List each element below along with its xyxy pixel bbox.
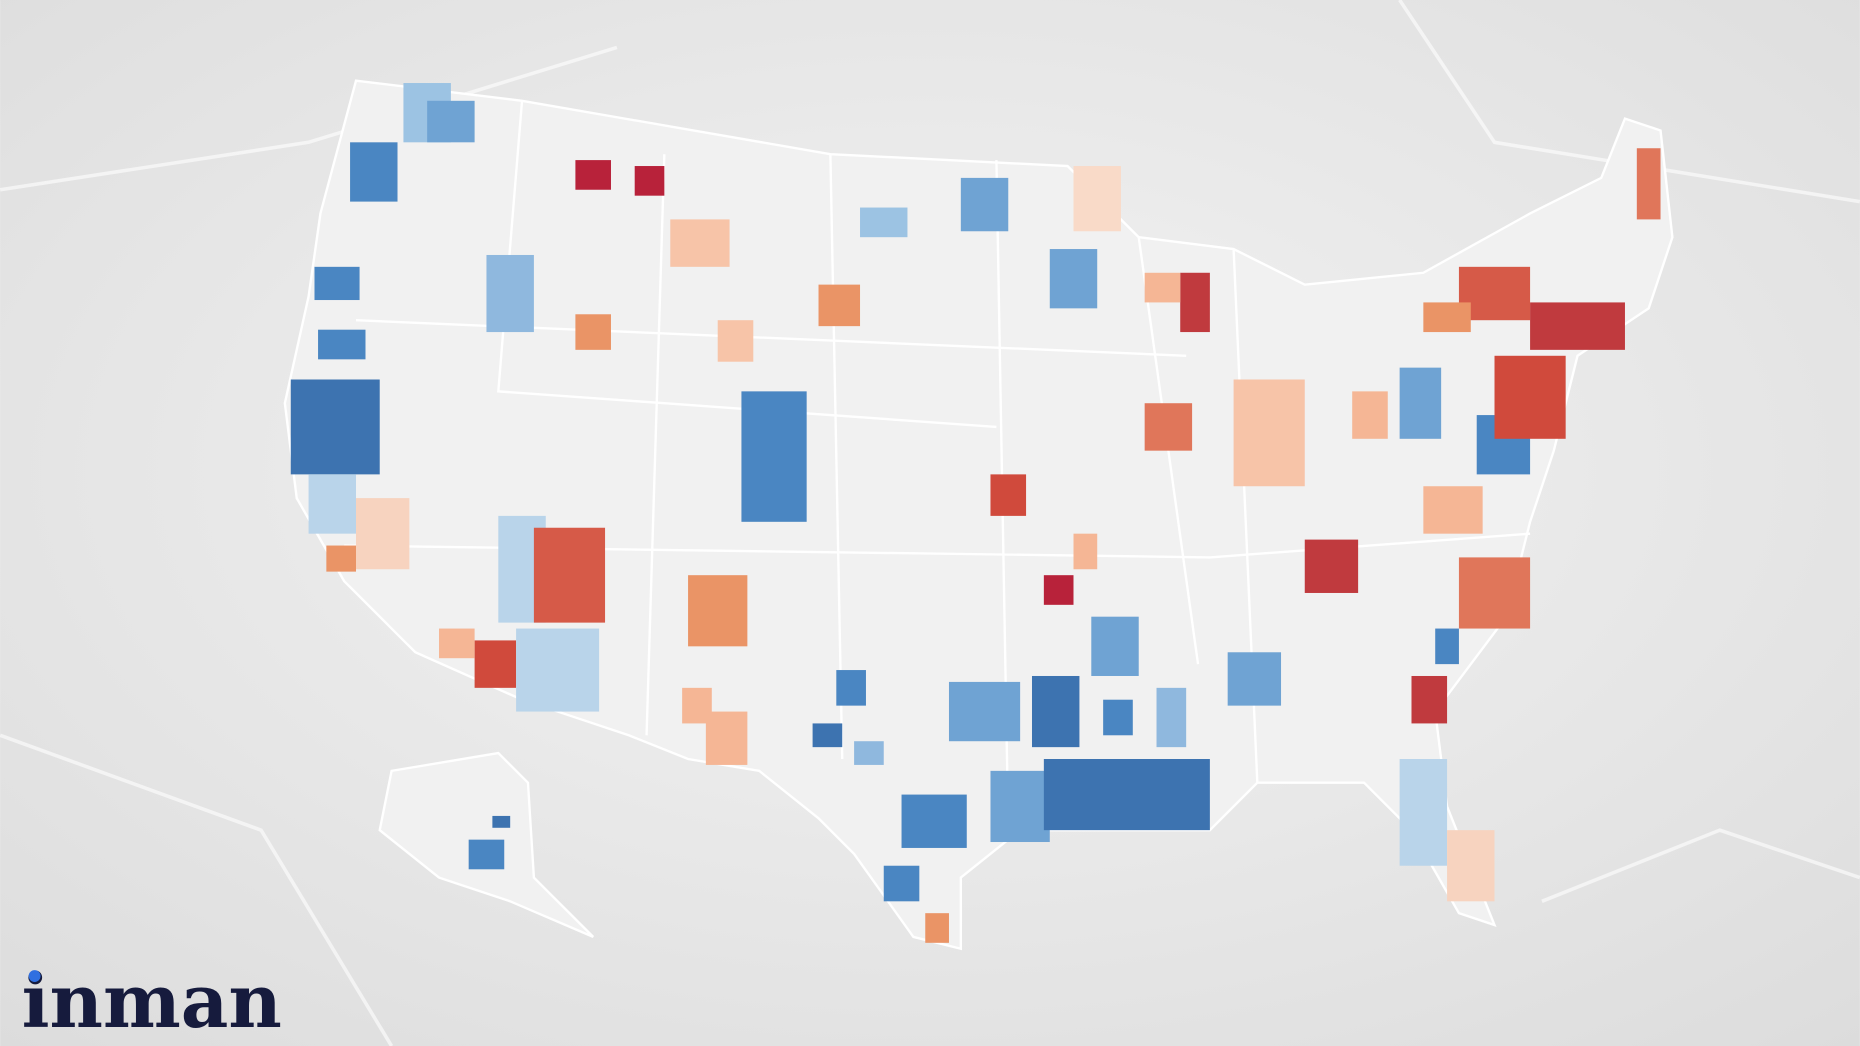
metro-regions [290,83,1661,943]
logo-text: inman [22,959,282,1045]
logo-dot [28,970,41,982]
logo: inman [22,959,282,1045]
us-map [283,79,1674,951]
